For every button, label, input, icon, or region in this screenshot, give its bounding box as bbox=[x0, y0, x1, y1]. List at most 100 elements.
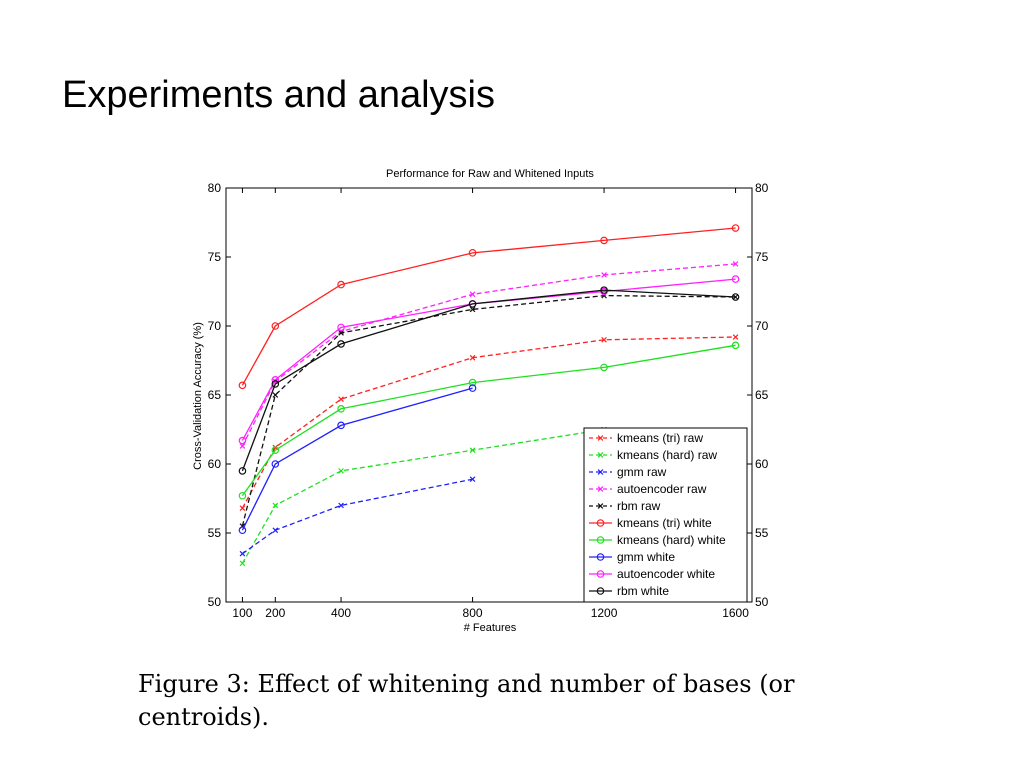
data-point bbox=[596, 553, 605, 561]
data-point bbox=[272, 502, 279, 509]
series-layer bbox=[238, 224, 740, 567]
data-point bbox=[238, 381, 247, 390]
legend-label: kmeans (hard) white bbox=[617, 533, 726, 547]
legend-item: kmeans (tri) raw bbox=[589, 431, 703, 445]
right-y-tick-label: 80 bbox=[755, 181, 769, 195]
data-point bbox=[338, 330, 344, 336]
data-point bbox=[469, 447, 476, 454]
data-point bbox=[731, 224, 740, 232]
legend-label: kmeans (hard) raw bbox=[617, 448, 717, 462]
series bbox=[239, 261, 739, 449]
series-line bbox=[242, 478, 473, 555]
data-point bbox=[597, 452, 604, 458]
y-tick-label: 75 bbox=[208, 250, 222, 264]
series-line bbox=[241, 263, 736, 447]
series bbox=[238, 384, 477, 535]
data-point bbox=[272, 392, 279, 398]
data-point bbox=[338, 468, 344, 474]
data-point bbox=[272, 527, 279, 534]
series-line bbox=[241, 294, 736, 527]
data-point bbox=[597, 469, 604, 475]
data-point-stroke bbox=[338, 502, 344, 509]
data-point bbox=[597, 435, 604, 441]
legend-item: kmeans (hard) white bbox=[589, 533, 726, 547]
legend-label: autoencoder white bbox=[617, 567, 715, 581]
data-point-stroke bbox=[239, 550, 246, 557]
data-point bbox=[238, 436, 247, 445]
legend-box bbox=[583, 427, 748, 603]
series bbox=[238, 224, 740, 390]
data-point bbox=[469, 476, 476, 483]
y-tick-label: 65 bbox=[208, 388, 222, 402]
data-point bbox=[468, 384, 477, 392]
data-point bbox=[601, 272, 607, 278]
data-point bbox=[338, 502, 344, 509]
data-point-stroke bbox=[239, 560, 246, 567]
legend-item: gmm raw bbox=[589, 465, 667, 479]
y-tick-label: 60 bbox=[208, 457, 222, 471]
data-point bbox=[271, 380, 280, 388]
data-point-stroke bbox=[272, 392, 279, 398]
data-point bbox=[731, 275, 740, 283]
right-y-tick-label: 65 bbox=[755, 388, 769, 402]
data-point bbox=[468, 378, 477, 387]
figure-caption: Figure 3: Effect of whitening and number… bbox=[138, 668, 838, 734]
series bbox=[238, 341, 740, 500]
data-point-stroke bbox=[469, 354, 476, 361]
series-line bbox=[241, 289, 736, 472]
series-line bbox=[241, 344, 736, 497]
x-tick-label: 200 bbox=[265, 606, 285, 620]
legend-label: rbm raw bbox=[617, 499, 661, 513]
legend-item: autoencoder white bbox=[589, 567, 715, 581]
legend-item: rbm white bbox=[589, 584, 669, 598]
series-line bbox=[241, 428, 605, 564]
right-y-tick-label: 50 bbox=[755, 595, 769, 609]
x-tick-label: 1200 bbox=[591, 606, 618, 620]
legend-label: kmeans (tri) raw bbox=[617, 431, 703, 445]
x-tick-label: 1600 bbox=[722, 606, 749, 620]
data-point-stroke bbox=[239, 443, 246, 449]
data-point-stroke bbox=[597, 503, 604, 509]
data-point-stroke bbox=[272, 527, 279, 534]
data-point-stroke bbox=[239, 505, 246, 511]
series bbox=[239, 476, 476, 557]
data-point bbox=[731, 293, 740, 301]
data-point bbox=[468, 249, 477, 257]
x-tick-label: 800 bbox=[463, 606, 483, 620]
data-point bbox=[238, 491, 247, 500]
data-point bbox=[337, 404, 345, 413]
data-point bbox=[239, 550, 246, 557]
caption-line-1: Figure 3: Effect of whitening and number… bbox=[138, 670, 795, 698]
series-line bbox=[241, 227, 736, 386]
data-point bbox=[469, 354, 476, 361]
slide-title: Experiments and analysis bbox=[62, 74, 495, 116]
data-point bbox=[239, 505, 246, 511]
caption-line-2: centroids). bbox=[138, 703, 270, 731]
data-point bbox=[732, 334, 739, 340]
data-point bbox=[597, 503, 604, 509]
right-y-tick-label: 60 bbox=[755, 457, 769, 471]
data-point bbox=[596, 570, 605, 578]
data-point bbox=[338, 396, 344, 402]
data-point bbox=[469, 291, 476, 298]
data-point bbox=[601, 336, 607, 343]
right-y-tick-label: 75 bbox=[755, 250, 769, 264]
legend-label: autoencoder raw bbox=[617, 482, 707, 496]
right-y-tick-label: 70 bbox=[755, 319, 769, 333]
x-tick-label: 100 bbox=[232, 606, 252, 620]
data-point bbox=[337, 421, 345, 430]
data-point bbox=[596, 519, 605, 527]
data-point bbox=[238, 467, 247, 475]
data-point bbox=[468, 300, 477, 308]
legend-item: kmeans (hard) raw bbox=[589, 448, 717, 462]
data-point bbox=[596, 587, 605, 595]
data-point-stroke bbox=[597, 452, 604, 458]
legend-label: rbm white bbox=[617, 584, 669, 598]
data-point bbox=[337, 323, 345, 332]
data-point-stroke bbox=[732, 334, 739, 340]
right-y-tick-label: 55 bbox=[755, 526, 769, 540]
data-point bbox=[271, 460, 280, 468]
series bbox=[238, 286, 740, 475]
